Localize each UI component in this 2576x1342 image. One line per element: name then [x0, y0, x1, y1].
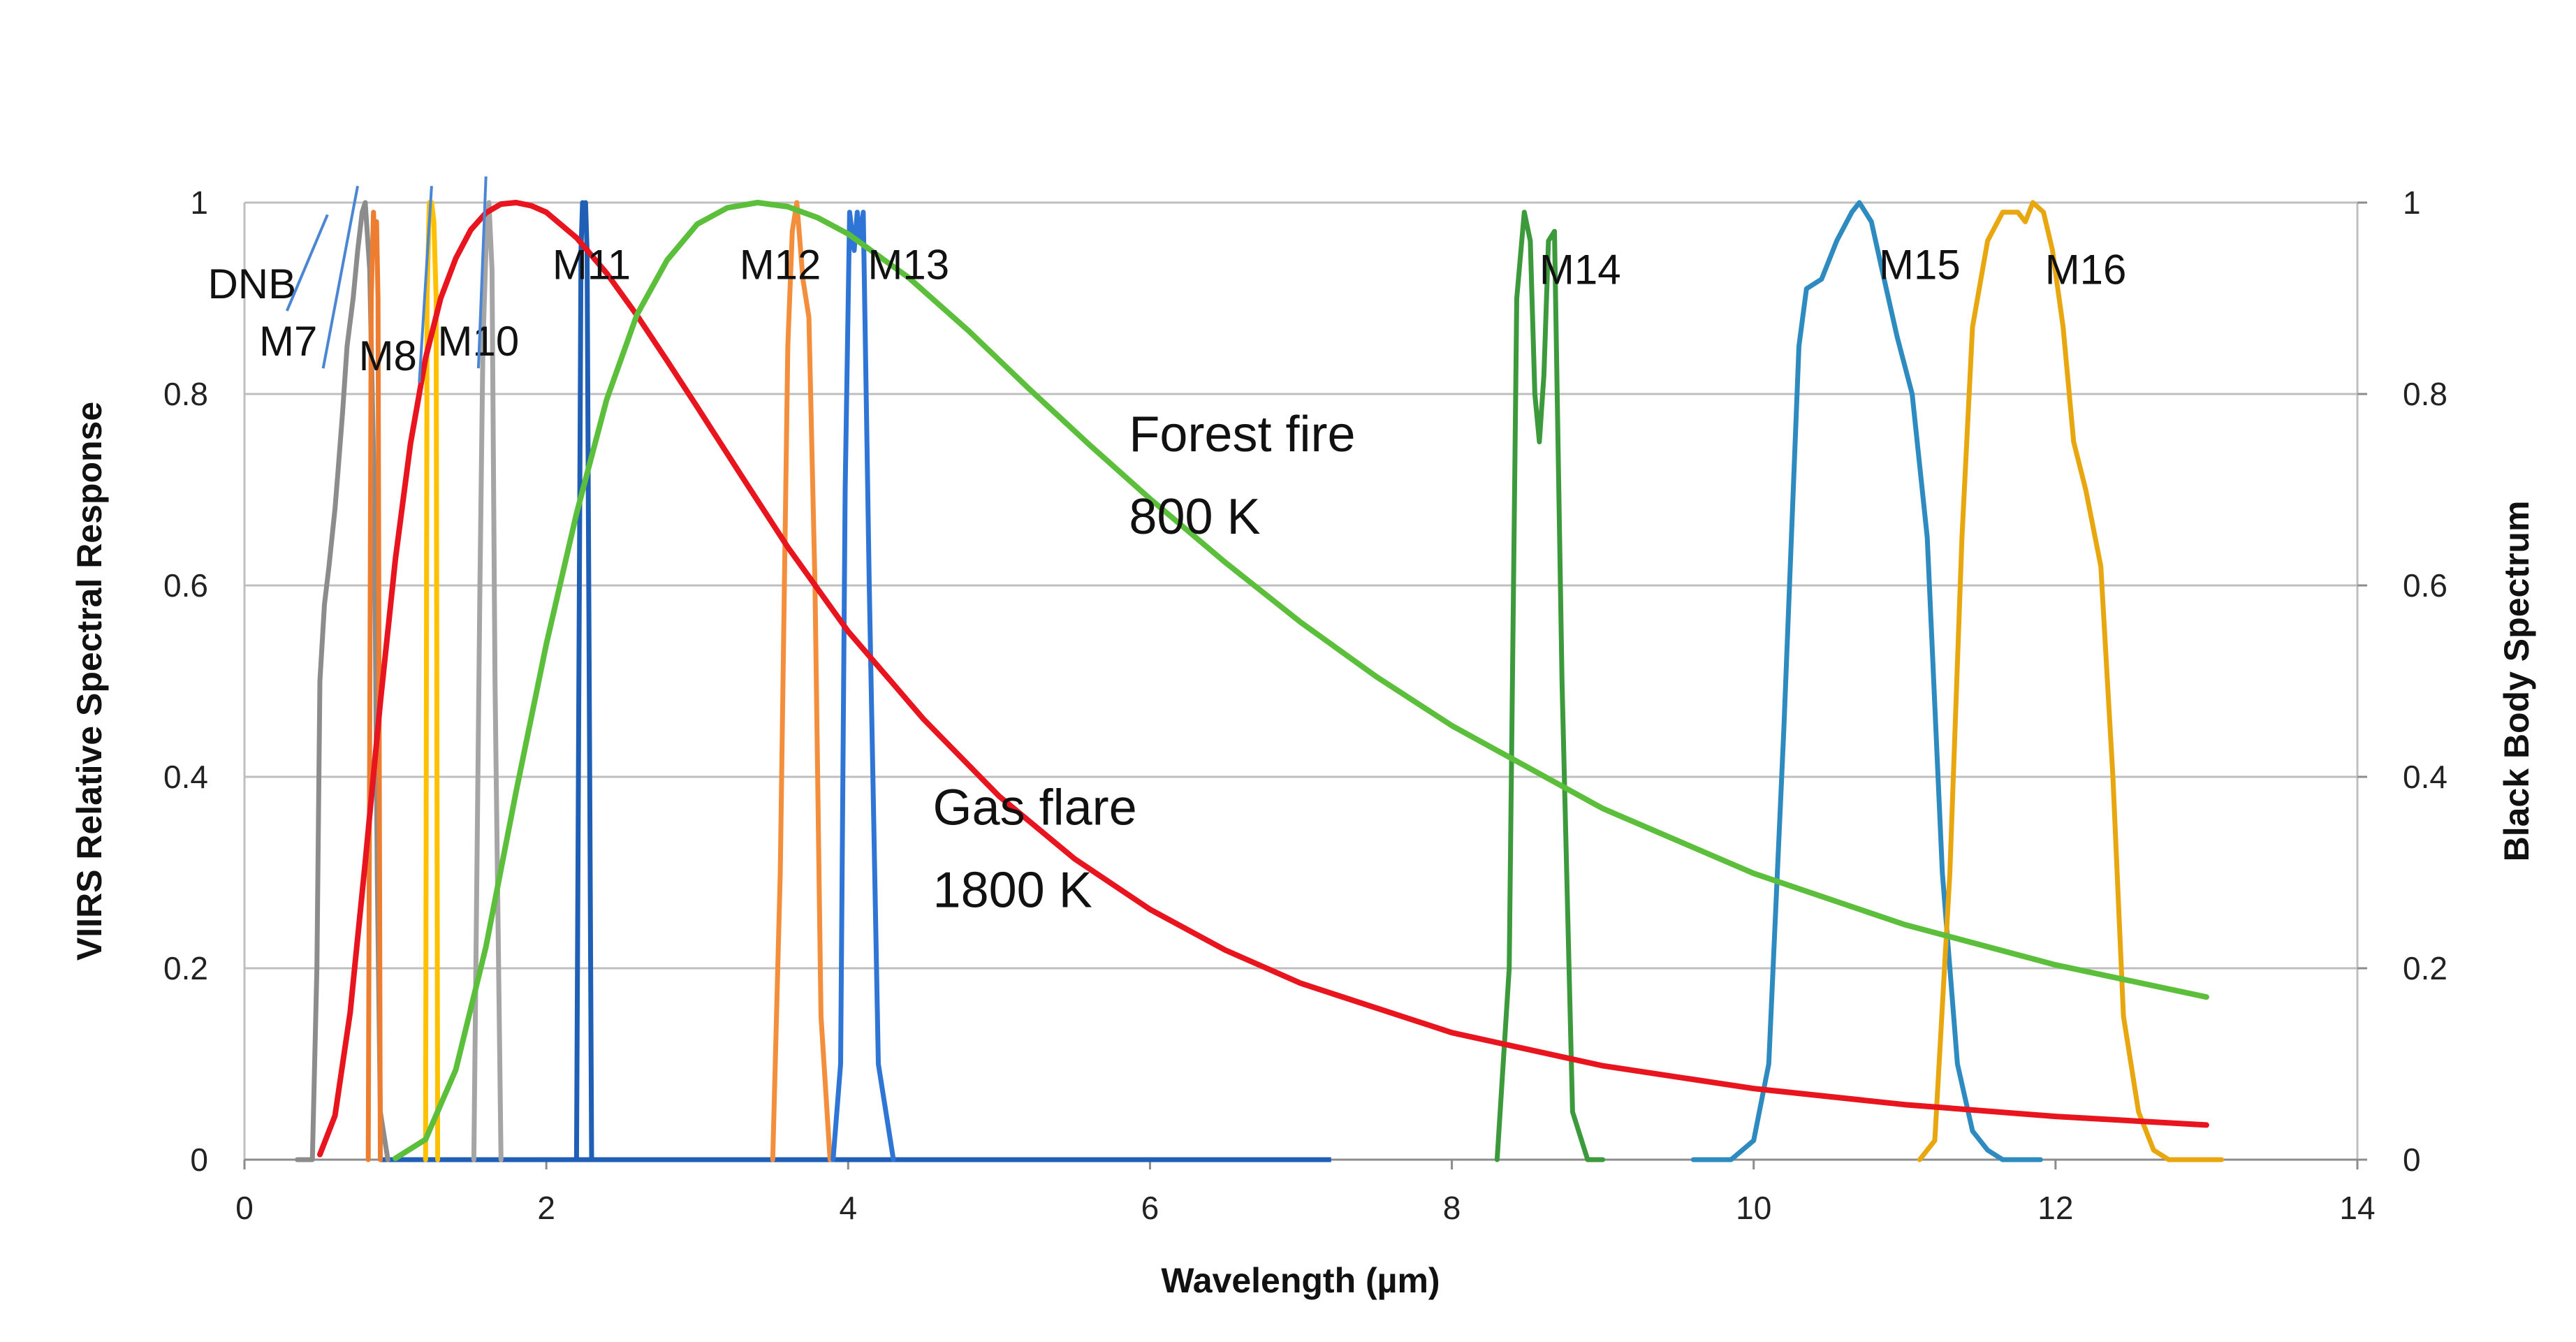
band-label-m8: M8: [359, 333, 417, 379]
series-line-m7: [365, 210, 383, 1162]
series-layer: [295, 200, 2224, 1162]
leader-line-dnb: [285, 214, 329, 312]
series-line-forest-fire-800-k: [393, 200, 2209, 1162]
series-line-m15: [1690, 200, 2043, 1162]
series-line-m11: [573, 200, 594, 1162]
annotation-gas-flare-temp: 1800 K: [933, 863, 1092, 919]
annotation-gas-flare: Gas flare: [933, 780, 1137, 836]
band-label-m11: M11: [552, 242, 631, 289]
y-tick-label-0: 0: [190, 1142, 208, 1178]
y-tick-label-1: 0.2: [163, 950, 208, 986]
leader-line-m8: [418, 186, 433, 383]
band-label-m15: M15: [1879, 242, 1961, 289]
y-tick-label-2: 0.4: [163, 759, 208, 795]
band-label-m7: M7: [259, 318, 317, 365]
y-tick-label-5: 1: [190, 184, 208, 221]
y2-tick-label-0: 0: [2403, 1142, 2421, 1178]
series-line-m16: [1917, 200, 2224, 1162]
x-tick-label-1: 2: [537, 1190, 555, 1226]
band-label-m13: M13: [868, 242, 949, 289]
series-line-m13: [830, 210, 896, 1162]
y2-tick-label-4: 0.8: [2403, 376, 2447, 412]
band-label-m14: M14: [1539, 246, 1621, 293]
y-tick-label-4: 0.8: [163, 376, 208, 412]
y2-tick-label-2: 0.4: [2403, 759, 2447, 795]
x-tick-label-5: 10: [1736, 1190, 1771, 1226]
band-label-dnb: DNB: [207, 261, 296, 307]
plot-frame: [243, 203, 2359, 1161]
y-tick-label-3: 0.6: [163, 567, 208, 604]
x-tick-label-4: 8: [1443, 1190, 1461, 1226]
band-label-m12: M12: [740, 242, 821, 289]
x-axis-title: Wavelength (µm): [1161, 1261, 1440, 1300]
x-tick-label-2: 4: [839, 1190, 857, 1226]
x-tick-label-3: 6: [1141, 1190, 1159, 1226]
x-tick-label-6: 12: [2037, 1190, 2073, 1226]
series-line-m10: [471, 200, 504, 1162]
annotation-layer: Forest fire 800 K Gas flare 1800 K: [933, 407, 1356, 918]
x-tick-label-7: 14: [2339, 1190, 2375, 1226]
annotation-forest-fire-temp: 800 K: [1129, 489, 1260, 545]
y2-axis-title: Black Body Spectrum: [2497, 501, 2536, 862]
y-axis-title: VIIRS Relative Spectral Response: [70, 402, 109, 961]
y2-tick-label-5: 1: [2403, 184, 2421, 221]
series-line-dnb: [295, 200, 390, 1162]
y2-tick-label-1: 0.2: [2403, 950, 2447, 986]
leader-line-m10: [476, 176, 488, 369]
band-label-m16: M16: [2045, 246, 2127, 293]
series-line-gas-flare-1800-k: [317, 200, 2209, 1158]
x-tick-label-0: 0: [235, 1190, 254, 1226]
series-line-m12: [770, 200, 833, 1162]
leader-line-m7: [321, 185, 360, 369]
series-line-m14: [1494, 210, 1606, 1162]
gridlines: [244, 201, 2357, 970]
y2-axis-ticks: 0 0.2 0.4 0.6 0.8 1: [2357, 184, 2447, 1178]
y2-tick-label-3: 0.6: [2403, 567, 2447, 604]
x-axis-ticks: 0 2 4 6 8 10 12 14: [235, 1160, 2376, 1226]
y-axis-ticks: 0 0.2 0.4 0.6 0.8 1: [163, 184, 208, 1178]
annotation-forest-fire: Forest fire: [1129, 407, 1355, 462]
